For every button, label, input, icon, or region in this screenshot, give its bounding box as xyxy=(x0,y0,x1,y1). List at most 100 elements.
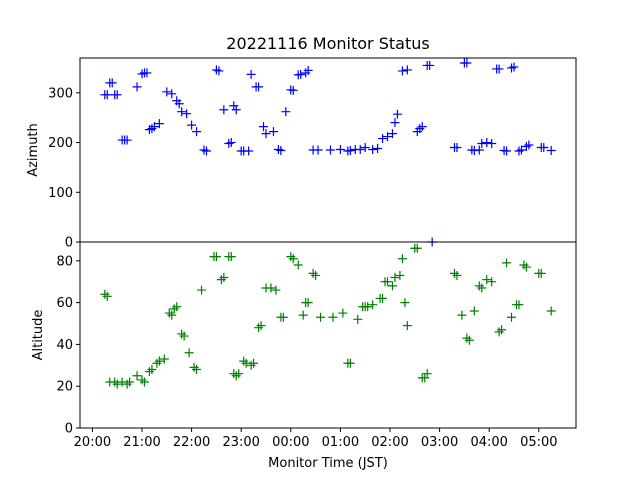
altitude-y-tick-label: 0 xyxy=(65,422,73,437)
altitude-point xyxy=(546,306,556,316)
x-axis-label: Monitor Time (JST) xyxy=(268,456,388,471)
altitude-point xyxy=(536,268,546,278)
altitude-point xyxy=(172,302,182,312)
azimuth-point xyxy=(313,145,323,155)
azimuth-point xyxy=(254,82,264,92)
azimuth-point xyxy=(244,146,254,156)
azimuth-point xyxy=(154,119,164,129)
altitude-point xyxy=(402,321,412,331)
azimuth-point xyxy=(417,122,427,132)
azimuth-y-ticks: 0 100 200 300 xyxy=(48,86,80,251)
azimuth-point xyxy=(494,64,504,74)
azimuth-point xyxy=(199,145,209,155)
altitude-point xyxy=(422,369,432,379)
altitude-point xyxy=(167,310,177,320)
azimuth-point xyxy=(509,62,519,72)
azimuth-y-tick-label: 300 xyxy=(48,86,73,101)
altitude-point xyxy=(507,312,517,322)
azimuth-point xyxy=(288,85,298,95)
altitude-point xyxy=(368,300,378,310)
azimuth-point xyxy=(177,107,187,117)
altitude-point xyxy=(400,298,410,308)
azimuth-point xyxy=(147,124,157,134)
altitude-point xyxy=(383,277,393,287)
altitude-point xyxy=(100,289,110,299)
x-tick-label: 02:00 xyxy=(371,435,408,450)
altitude-point xyxy=(249,358,259,368)
altitude-point xyxy=(197,285,207,295)
altitude-point xyxy=(271,285,281,295)
altitude-point xyxy=(387,281,397,291)
azimuth-y-tick-label: 0 xyxy=(65,236,73,251)
altitude-point xyxy=(189,362,199,372)
altitude-point xyxy=(293,260,303,270)
azimuth-point xyxy=(383,132,393,142)
altitude-point xyxy=(112,379,122,389)
altitude-point xyxy=(303,298,313,308)
altitude-point xyxy=(239,356,249,366)
azimuth-point xyxy=(355,145,365,155)
azimuth-point xyxy=(387,129,397,139)
azimuth-point xyxy=(137,69,147,79)
altitude-point xyxy=(152,358,162,368)
altitude-point xyxy=(278,312,288,322)
altitude-point xyxy=(288,254,298,264)
azimuth-point xyxy=(122,135,132,145)
altitude-point xyxy=(345,358,355,368)
altitude-point xyxy=(502,258,512,268)
altitude-point xyxy=(412,243,422,253)
azimuth-point xyxy=(474,145,484,155)
altitude-point xyxy=(122,379,132,389)
azimuth-point xyxy=(507,63,517,73)
azimuth-point xyxy=(182,109,192,119)
azimuth-point xyxy=(142,68,152,78)
altitude-y-tick-label: 60 xyxy=(56,296,73,311)
azimuth-point xyxy=(132,82,142,92)
altitude-point xyxy=(395,270,405,280)
azimuth-point xyxy=(268,127,278,137)
altitude-point xyxy=(286,252,296,262)
altitude-point xyxy=(154,356,164,366)
altitude-point xyxy=(420,373,430,383)
azimuth-point xyxy=(273,145,283,155)
altitude-point xyxy=(246,360,256,370)
azimuth-point xyxy=(259,122,269,132)
altitude-point xyxy=(216,275,226,285)
altitude-y-tick-label: 40 xyxy=(56,338,73,353)
altitude-point xyxy=(144,367,154,377)
altitude-point xyxy=(164,308,174,318)
altitude-point xyxy=(519,260,529,270)
azimuth-point xyxy=(546,145,556,155)
azimuth-point xyxy=(373,144,383,154)
azimuth-point xyxy=(276,145,286,155)
chart-title: 20221116 Monitor Status xyxy=(226,34,429,53)
azimuth-point xyxy=(224,139,234,149)
altitude-point xyxy=(179,331,189,341)
azimuth-point xyxy=(226,138,236,148)
altitude-point xyxy=(482,275,492,285)
azimuth-point xyxy=(231,105,241,115)
azimuth-point xyxy=(214,66,224,76)
altitude-point xyxy=(469,306,479,316)
altitude-point xyxy=(497,325,507,335)
azimuth-point xyxy=(524,140,534,150)
altitude-panel: 0 20 40 60 80 Altitude xyxy=(31,241,577,437)
altitude-point xyxy=(449,268,459,278)
x-tick-label: 03:00 xyxy=(421,435,458,450)
azimuth-y-tick-label: 200 xyxy=(48,136,73,151)
altitude-point xyxy=(316,312,326,322)
altitude-point xyxy=(139,377,149,387)
altitude-point xyxy=(184,348,194,358)
altitude-point xyxy=(226,252,236,262)
azimuth-point xyxy=(229,101,239,111)
azimuth-point xyxy=(390,118,400,128)
altitude-point xyxy=(487,277,497,287)
altitude-point xyxy=(462,333,472,343)
azimuth-point xyxy=(392,109,402,119)
azimuth-axis-label: Azimuth xyxy=(26,123,41,177)
altitude-point xyxy=(256,321,266,331)
azimuth-point xyxy=(425,60,435,70)
azimuth-point xyxy=(107,78,117,88)
azimuth-point xyxy=(296,69,306,79)
azimuth-point xyxy=(378,134,388,144)
